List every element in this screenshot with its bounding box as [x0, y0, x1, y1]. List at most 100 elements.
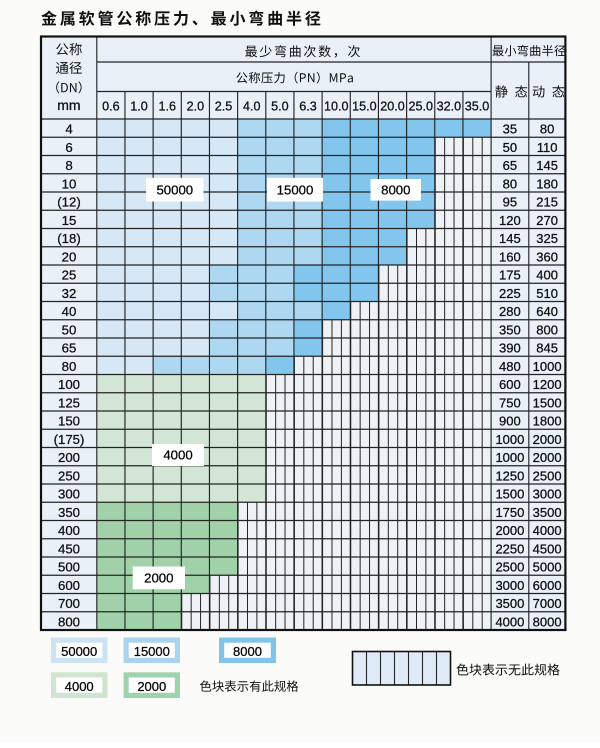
- svg-text:(18): (18): [57, 231, 80, 246]
- svg-text:1.6: 1.6: [158, 100, 176, 114]
- svg-text:10.0: 10.0: [324, 100, 349, 114]
- svg-text:35.0: 35.0: [465, 100, 490, 114]
- svg-text:1.0: 1.0: [130, 100, 148, 114]
- svg-text:300: 300: [58, 487, 80, 502]
- svg-text:32.0: 32.0: [437, 100, 462, 114]
- svg-text:8: 8: [65, 158, 72, 173]
- svg-text:1200: 1200: [533, 377, 562, 392]
- svg-text:200: 200: [58, 450, 80, 465]
- svg-text:6.3: 6.3: [299, 100, 317, 114]
- svg-text:500: 500: [58, 560, 80, 575]
- svg-text:2000: 2000: [533, 450, 562, 465]
- svg-text:3500: 3500: [533, 505, 562, 520]
- svg-text:15000: 15000: [277, 182, 314, 197]
- svg-text:65: 65: [503, 158, 517, 173]
- svg-text:175: 175: [499, 268, 521, 283]
- svg-text:400: 400: [58, 523, 80, 538]
- svg-text:4000: 4000: [533, 523, 562, 538]
- svg-text:1800: 1800: [533, 414, 562, 429]
- svg-text:20: 20: [62, 250, 77, 265]
- svg-text:600: 600: [58, 578, 80, 593]
- svg-text:700: 700: [58, 596, 80, 611]
- svg-text:350: 350: [58, 505, 80, 520]
- svg-text:80: 80: [62, 359, 77, 374]
- svg-text:(12): (12): [57, 195, 80, 210]
- svg-text:0.6: 0.6: [102, 100, 120, 114]
- svg-text:480: 480: [499, 359, 521, 374]
- svg-text:400: 400: [536, 268, 558, 283]
- svg-text:15000: 15000: [134, 644, 170, 659]
- svg-text:4: 4: [65, 122, 72, 137]
- svg-text:(175): (175): [54, 432, 85, 447]
- svg-text:2000: 2000: [144, 571, 173, 586]
- svg-text:180: 180: [536, 177, 558, 192]
- svg-text:2000: 2000: [137, 679, 166, 694]
- svg-text:2250: 2250: [495, 542, 524, 557]
- svg-text:80: 80: [503, 177, 517, 192]
- svg-text:20.0: 20.0: [380, 100, 405, 114]
- svg-text:5000: 5000: [533, 560, 562, 575]
- svg-text:1000: 1000: [495, 432, 524, 447]
- svg-text:110: 110: [537, 140, 558, 155]
- svg-text:50: 50: [62, 323, 77, 338]
- svg-text:5.0: 5.0: [271, 100, 289, 114]
- svg-text:40: 40: [62, 304, 77, 319]
- svg-text:15.0: 15.0: [352, 100, 377, 114]
- svg-text:845: 845: [536, 341, 558, 356]
- svg-text:mm: mm: [57, 97, 80, 113]
- svg-text:2500: 2500: [495, 560, 524, 575]
- svg-text:15: 15: [62, 213, 77, 228]
- svg-text:4000: 4000: [163, 448, 192, 463]
- svg-text:145: 145: [536, 158, 558, 173]
- svg-text:4000: 4000: [65, 679, 94, 694]
- svg-text:6000: 6000: [533, 578, 562, 593]
- svg-text:95: 95: [503, 195, 517, 210]
- svg-text:3500: 3500: [495, 596, 524, 611]
- svg-text:510: 510: [536, 286, 558, 301]
- svg-text:100: 100: [58, 377, 80, 392]
- svg-text:35: 35: [503, 122, 517, 137]
- svg-text:640: 640: [536, 304, 558, 319]
- svg-text:4.0: 4.0: [243, 100, 261, 114]
- svg-text:4000: 4000: [495, 615, 524, 630]
- svg-text:125: 125: [58, 396, 80, 411]
- svg-text:280: 280: [499, 304, 521, 319]
- svg-text:160: 160: [499, 250, 521, 265]
- svg-text:25: 25: [62, 268, 77, 283]
- svg-text:2.5: 2.5: [215, 100, 233, 114]
- svg-text:1000: 1000: [533, 359, 562, 374]
- svg-text:50000: 50000: [156, 182, 193, 197]
- svg-text:250: 250: [58, 469, 80, 484]
- svg-text:600: 600: [499, 377, 521, 392]
- svg-text:325: 325: [536, 231, 558, 246]
- svg-text:2000: 2000: [533, 432, 562, 447]
- svg-text:120: 120: [499, 213, 521, 228]
- svg-text:6: 6: [65, 140, 72, 155]
- svg-text:2000: 2000: [495, 523, 524, 538]
- svg-text:50: 50: [503, 140, 517, 155]
- svg-text:8000: 8000: [381, 182, 410, 197]
- svg-text:145: 145: [499, 231, 521, 246]
- svg-text:7000: 7000: [533, 596, 562, 611]
- svg-text:2500: 2500: [533, 469, 562, 484]
- svg-text:32: 32: [62, 286, 77, 301]
- svg-text:390: 390: [499, 341, 521, 356]
- svg-text:750: 750: [499, 396, 521, 411]
- svg-text:8000: 8000: [533, 615, 562, 630]
- svg-text:360: 360: [536, 250, 558, 265]
- svg-text:800: 800: [536, 323, 558, 338]
- svg-text:4500: 4500: [533, 542, 562, 557]
- svg-text:2.0: 2.0: [187, 100, 205, 114]
- svg-text:1000: 1000: [495, 450, 524, 465]
- svg-text:350: 350: [499, 323, 521, 338]
- svg-text:1500: 1500: [495, 487, 524, 502]
- svg-text:225: 225: [499, 286, 521, 301]
- svg-text:3000: 3000: [533, 487, 562, 502]
- svg-text:270: 270: [536, 213, 558, 228]
- svg-text:65: 65: [62, 341, 77, 356]
- svg-text:1750: 1750: [495, 505, 524, 520]
- svg-text:215: 215: [536, 195, 558, 210]
- svg-text:50000: 50000: [61, 644, 97, 659]
- svg-text:1250: 1250: [495, 469, 524, 484]
- svg-text:8000: 8000: [233, 644, 262, 659]
